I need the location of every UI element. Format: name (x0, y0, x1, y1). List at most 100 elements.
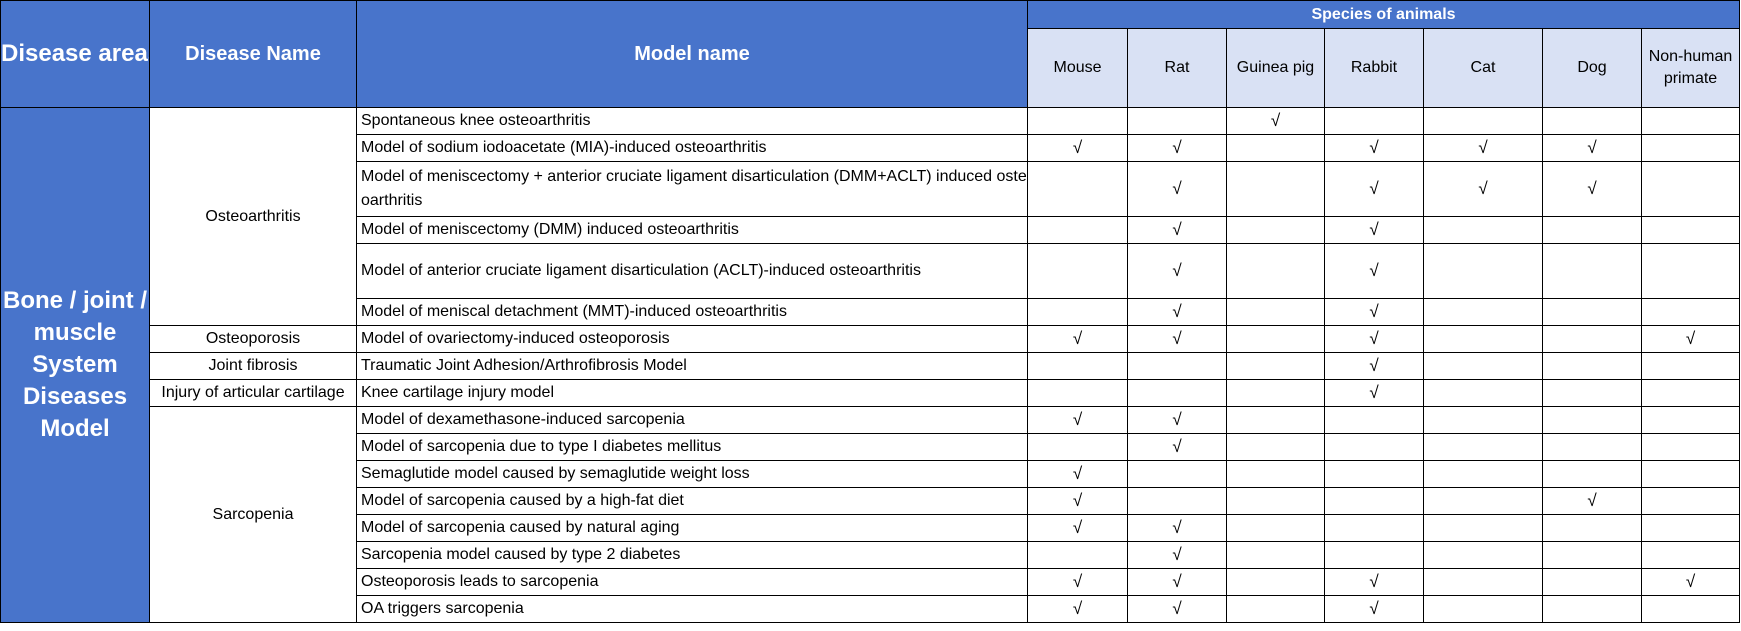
species-check-cell: √ (1027, 460, 1128, 488)
species-check-cell (1640, 406, 1741, 434)
species-check-cell (1542, 568, 1642, 596)
species-check-cell (1423, 352, 1543, 380)
species-check-cell (1226, 379, 1325, 407)
species-check-cell (1423, 216, 1543, 244)
species-check-cell (1640, 161, 1741, 217)
species-check-cell (1542, 298, 1642, 326)
species-check-cell: √ (1127, 406, 1227, 434)
species-check-cell (1640, 216, 1741, 244)
species-check-cell (1640, 352, 1741, 380)
species-check-cell (1226, 406, 1325, 434)
species-check-cell (1027, 379, 1128, 407)
species-check-cell: √ (1127, 433, 1227, 461)
species-check-cell (1423, 487, 1543, 515)
disease-name-cell: Injury of articular cartilage (149, 379, 357, 407)
species-check-cell: √ (1324, 379, 1424, 407)
species-check-cell (1226, 433, 1325, 461)
species-check-cell: √ (1027, 514, 1128, 542)
header-species-non-human-primate: Non-human primate (1640, 28, 1741, 108)
species-check-cell (1542, 595, 1642, 623)
species-check-cell (1127, 107, 1227, 135)
species-check-cell (1542, 541, 1642, 569)
species-check-cell (1542, 243, 1642, 299)
model-name-cell: Model of sarcopenia caused by a high-fat… (356, 487, 1028, 515)
disease-name-cell: Osteoarthritis (149, 107, 357, 326)
species-check-cell (1226, 352, 1325, 380)
model-name-cell: Model of sarcopenia caused by natural ag… (356, 514, 1028, 542)
species-check-cell: √ (1027, 325, 1128, 353)
species-check-cell (1542, 216, 1642, 244)
species-check-cell (1542, 107, 1642, 135)
species-check-cell (1127, 379, 1227, 407)
model-name-cell: Model of meniscectomy + anterior cruciat… (356, 161, 1028, 217)
species-check-cell (1542, 352, 1642, 380)
species-check-cell (1423, 541, 1543, 569)
species-check-cell (1423, 298, 1543, 326)
species-check-cell (1423, 433, 1543, 461)
species-check-cell (1027, 541, 1128, 569)
species-check-cell (1226, 325, 1325, 353)
table-row: Sarcopenia Model of dexamethasone-induced… (1, 406, 1741, 623)
species-check-cell: √ (1324, 216, 1424, 244)
species-check-cell (1542, 514, 1642, 542)
species-check-cell (1027, 352, 1128, 380)
model-name-cell: Model of dexamethasone-induced sarcopeni… (356, 406, 1028, 434)
species-check-cell (1423, 460, 1543, 488)
species-check-cell (1640, 487, 1741, 515)
species-check-cell (1542, 460, 1642, 488)
header-species-rat: Rat (1127, 28, 1227, 108)
species-check-cell (1423, 379, 1543, 407)
species-check-cell (1226, 298, 1325, 326)
table-row: Injury of articular cartilage Knee cartil… (1, 379, 1741, 407)
species-check-cell: √ (1027, 134, 1128, 162)
species-check-cell (1127, 352, 1227, 380)
species-check-cell (1226, 541, 1325, 569)
species-check-cell: √ (1324, 161, 1424, 217)
species-check-cell: √ (1640, 568, 1741, 596)
disease-name-cell: Sarcopenia (149, 406, 357, 623)
disease-name-cell: Joint fibrosis (149, 352, 357, 380)
species-check-cell: √ (1226, 107, 1325, 135)
model-name-cell: Spontaneous knee osteoarthritis (356, 107, 1028, 135)
species-check-cell: √ (1127, 541, 1227, 569)
model-name-cell: OA triggers sarcopenia (356, 595, 1028, 623)
model-name-cell: Model of meniscectomy (DMM) induced oste… (356, 216, 1028, 244)
species-check-cell (1640, 134, 1741, 162)
species-check-cell (1542, 379, 1642, 407)
species-check-cell: √ (1127, 325, 1227, 353)
species-check-cell (1640, 514, 1741, 542)
species-check-cell: √ (1640, 325, 1741, 353)
species-check-cell: √ (1324, 243, 1424, 299)
model-name-cell: Model of ovariectomy-induced osteoporosi… (356, 325, 1028, 353)
species-check-cell (1640, 243, 1741, 299)
species-check-cell (1226, 514, 1325, 542)
species-check-cell (1226, 460, 1325, 488)
model-name-cell: Semaglutide model caused by semaglutide … (356, 460, 1028, 488)
species-check-cell: √ (1423, 134, 1543, 162)
species-check-cell (1324, 514, 1424, 542)
species-check-cell: √ (1027, 487, 1128, 515)
species-check-cell (1640, 460, 1741, 488)
species-check-cell (1324, 406, 1424, 434)
species-check-cell (1027, 161, 1128, 217)
species-check-cell (1226, 595, 1325, 623)
model-name-cell: Model of sarcopenia due to type I diabet… (356, 433, 1028, 461)
species-check-cell: √ (1542, 487, 1642, 515)
species-check-cell: √ (1127, 298, 1227, 326)
disease-name-cell: Osteoporosis (149, 325, 357, 353)
species-check-cell (1027, 243, 1128, 299)
header-species-of-animals: Species of animals (1026, 0, 1741, 29)
model-name-cell: Sarcopenia model caused by type 2 diabet… (356, 541, 1028, 569)
header-species-guinea-pig: Guinea pig (1226, 28, 1325, 108)
table-row: Model of meniscectomy (DMM) induced oste… (1, 216, 1741, 244)
species-check-cell (1127, 487, 1227, 515)
header-species-mouse: Mouse (1027, 28, 1128, 108)
species-check-cell: √ (1423, 161, 1543, 217)
species-check-cell (1324, 107, 1424, 135)
species-check-cell (1542, 433, 1642, 461)
header-disease-name: Disease Name (149, 0, 357, 108)
species-check-cell (1027, 298, 1128, 326)
species-check-cell (1027, 107, 1128, 135)
species-check-cell (1226, 487, 1325, 515)
